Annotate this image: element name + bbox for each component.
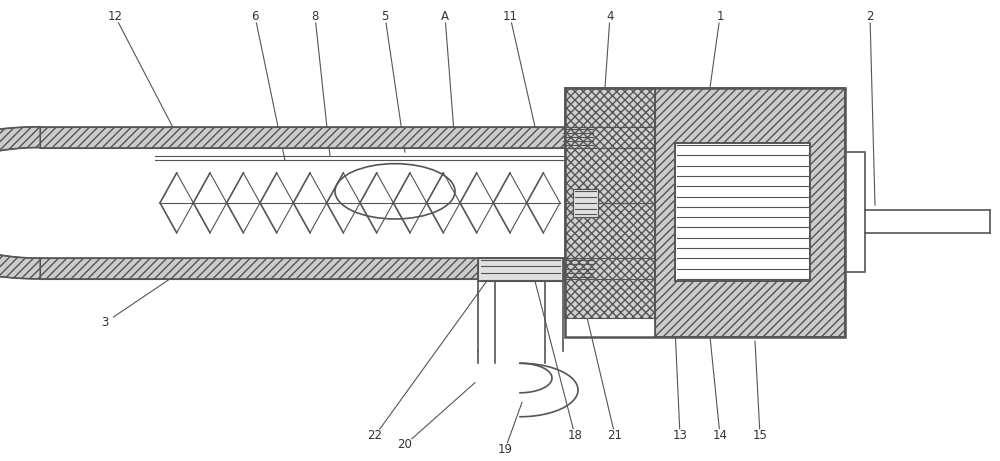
Bar: [478, 258, 562, 281]
Bar: [565, 88, 655, 318]
Text: 19: 19: [498, 443, 512, 456]
Bar: [573, 189, 598, 217]
Bar: [565, 88, 845, 337]
Text: 6: 6: [251, 10, 259, 23]
Bar: [40, 127, 570, 148]
Text: 5: 5: [381, 10, 389, 23]
Wedge shape: [0, 127, 40, 279]
Text: 4: 4: [606, 10, 614, 23]
Text: 12: 12: [108, 10, 122, 23]
Bar: [675, 143, 810, 281]
Bar: [845, 152, 865, 272]
Text: 20: 20: [398, 438, 412, 451]
Text: 18: 18: [568, 429, 582, 442]
Text: 22: 22: [368, 429, 382, 442]
Text: 1: 1: [716, 10, 724, 23]
Text: 14: 14: [712, 429, 728, 442]
Bar: [655, 88, 845, 337]
Text: 13: 13: [673, 429, 687, 442]
Text: 8: 8: [311, 10, 319, 23]
Text: 11: 11: [503, 10, 518, 23]
Text: A: A: [441, 10, 449, 23]
Text: 15: 15: [753, 429, 767, 442]
Bar: [565, 203, 655, 318]
Text: 3: 3: [101, 316, 109, 329]
Bar: [40, 258, 570, 279]
Bar: [478, 258, 562, 281]
Text: 21: 21: [608, 429, 622, 442]
Bar: [655, 88, 845, 337]
Bar: [565, 88, 655, 203]
Bar: [675, 143, 810, 281]
Text: 2: 2: [866, 10, 874, 23]
